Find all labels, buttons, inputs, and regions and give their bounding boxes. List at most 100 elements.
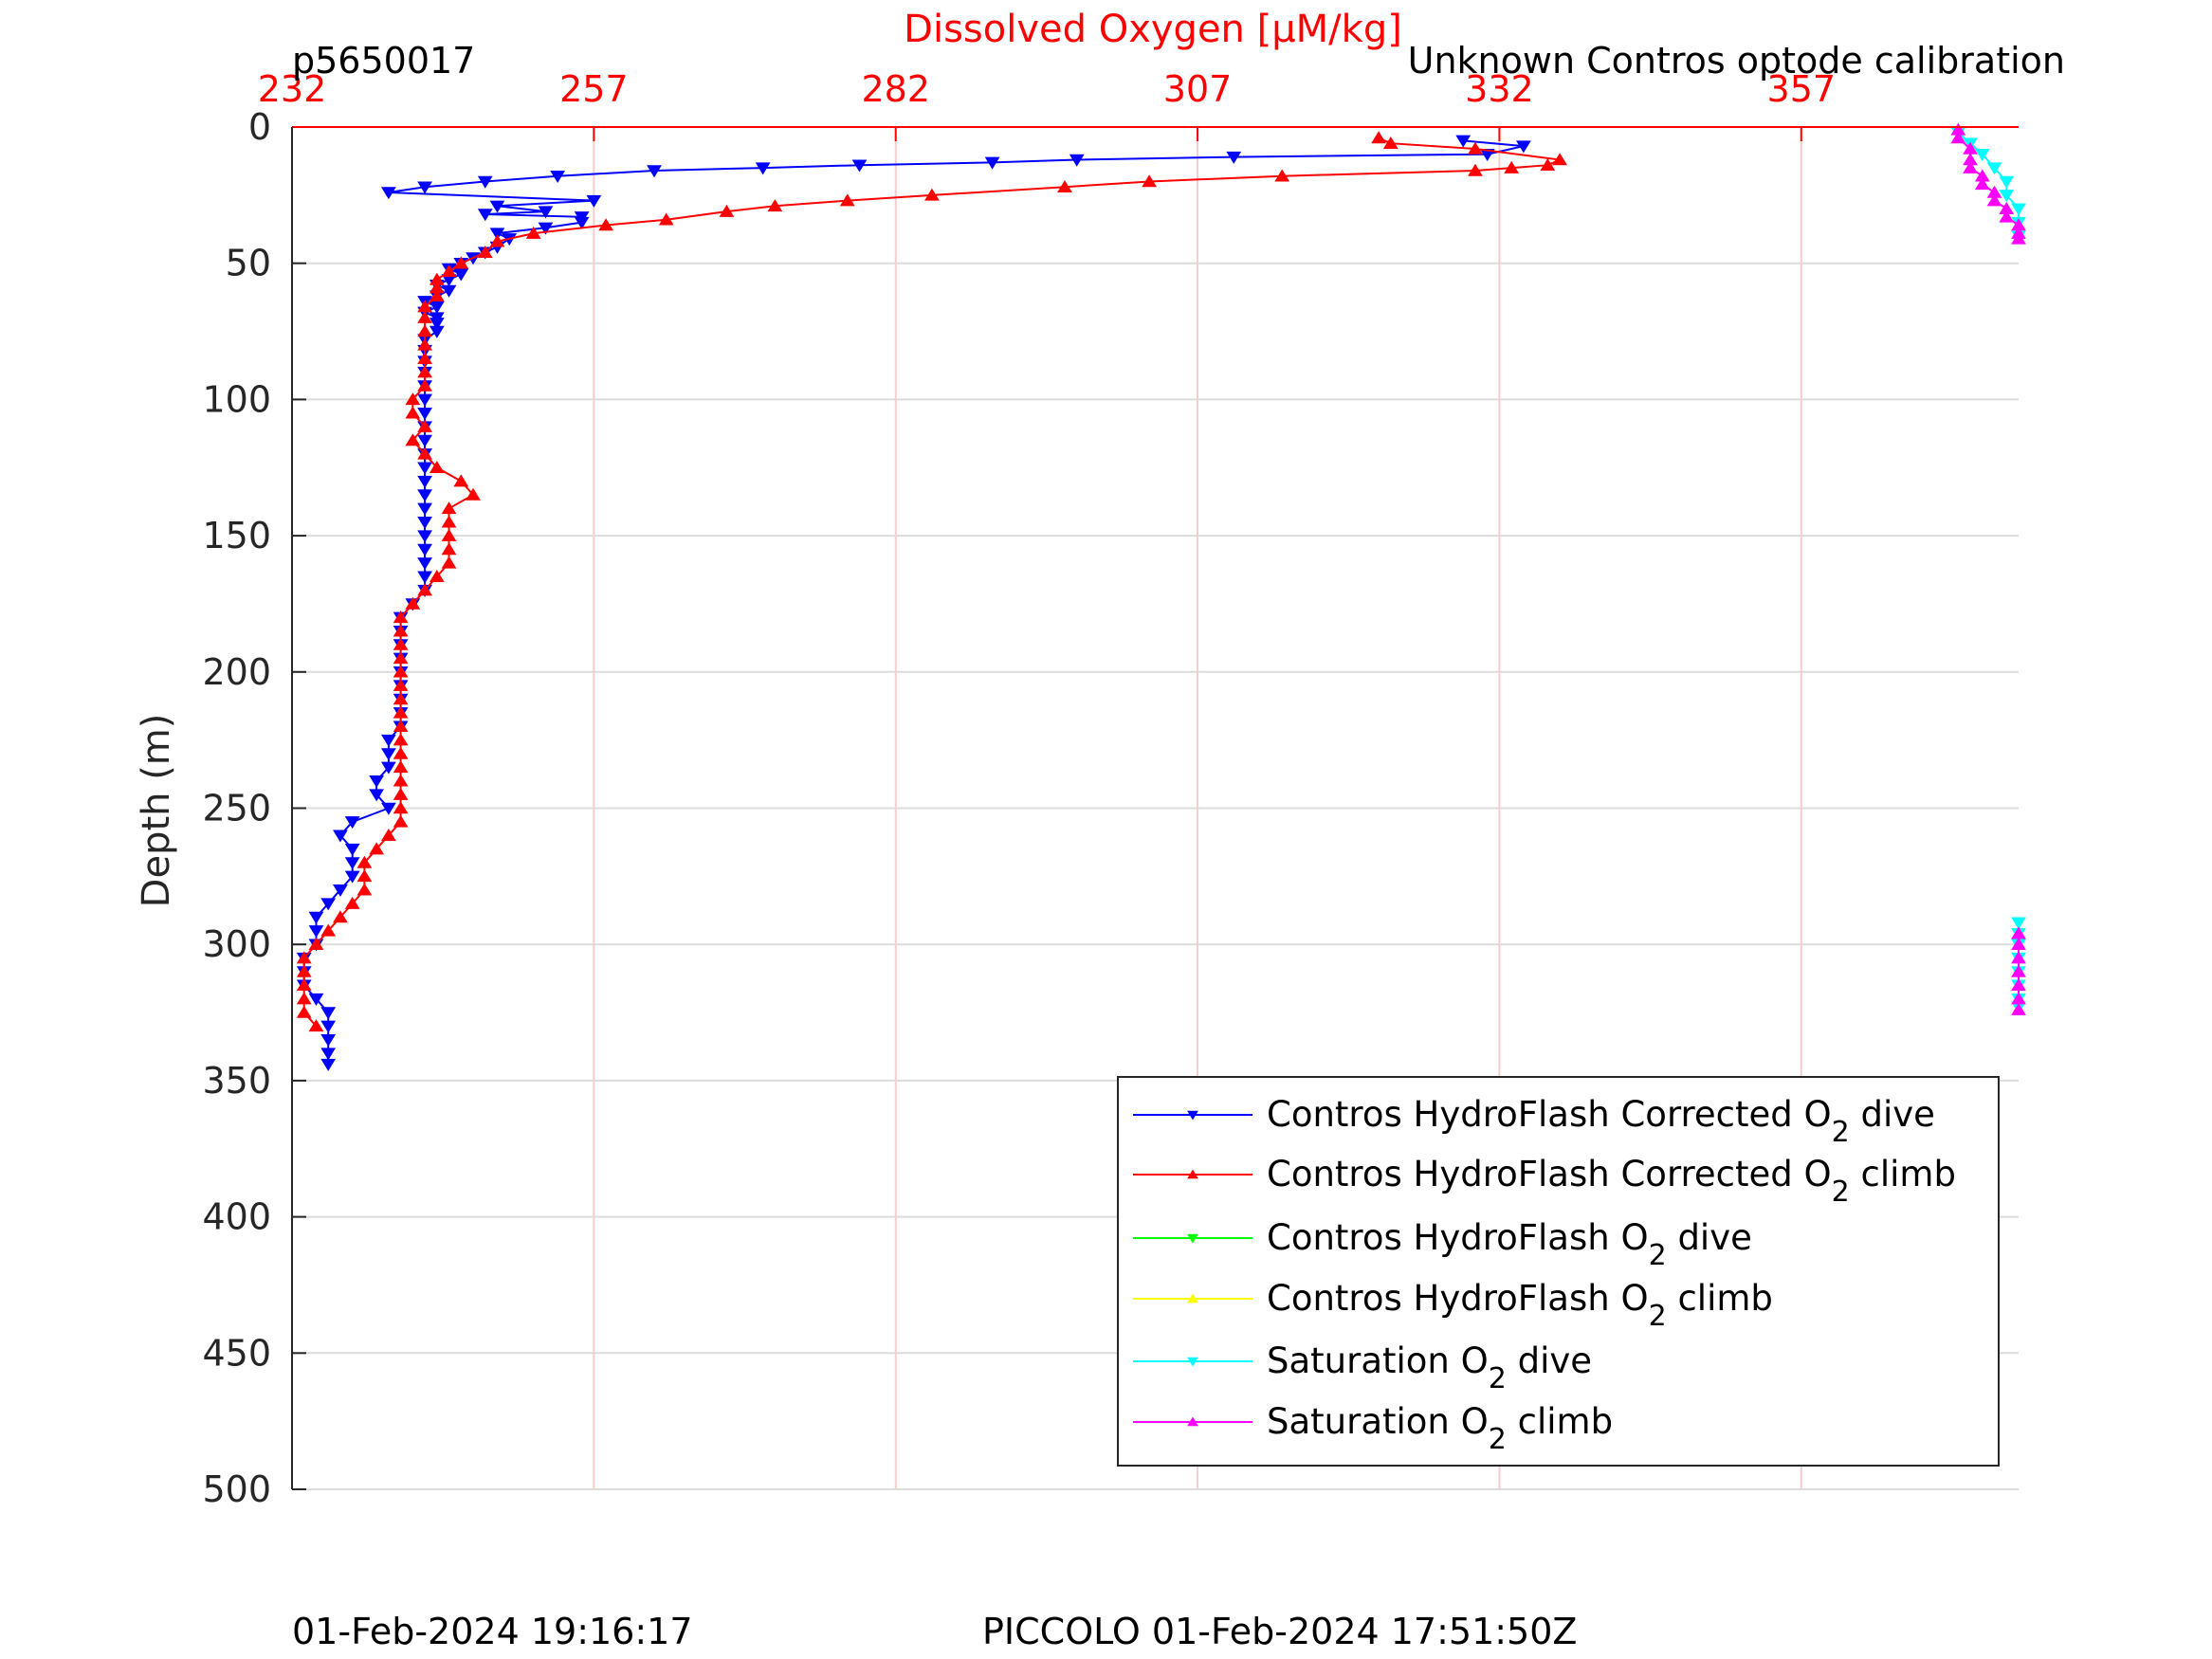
legend-label-suffix: climb	[1667, 1278, 1773, 1319]
legend-label: Contros HydroFlash O2 climb	[1267, 1278, 1773, 1333]
data-point-marker	[417, 352, 432, 365]
data-point-marker	[1974, 148, 1990, 162]
data-point-marker	[356, 869, 373, 883]
data-point-marker	[441, 264, 457, 278]
legend-label-text: Saturation O	[1267, 1401, 1489, 1442]
data-point-marker	[393, 637, 409, 650]
legend-label-suffix: climb	[1850, 1154, 1956, 1194]
data-point-marker	[2011, 917, 2026, 930]
data-point-marker	[296, 1005, 312, 1018]
data-point-marker	[296, 964, 312, 977]
data-point-marker	[380, 734, 396, 747]
data-point-marker	[393, 692, 409, 705]
data-point-marker	[466, 487, 481, 501]
y-tick-label: 300	[202, 923, 271, 965]
data-point-marker	[2011, 937, 2026, 950]
data-point-marker	[1226, 151, 1242, 164]
data-point-marker	[1382, 136, 1398, 149]
y-axis-title: Depth (m)	[135, 714, 178, 908]
data-point-marker	[839, 193, 855, 207]
axes-layer: 0 50 100 150 200 250 300 350 400 450 500 232 257 282 3…	[202, 68, 2019, 1510]
data-point-marker	[984, 156, 1000, 170]
data-point-marker	[1187, 1169, 1198, 1179]
legend-label-suffix: dive	[1850, 1094, 1935, 1135]
data-point-marker	[453, 256, 469, 269]
data-point-marker	[369, 775, 385, 789]
legend-label-subscript: 2	[1832, 1176, 1850, 1209]
x-tick-label: 257	[559, 68, 629, 110]
legend-item-sat_dive: Saturation O2 dive	[1133, 1340, 1592, 1395]
data-point-marker	[429, 325, 445, 338]
data-point-marker	[333, 884, 348, 897]
y-tick-label: 200	[202, 651, 271, 693]
legend-label: Contros HydroFlash Corrected O2 dive	[1267, 1094, 1935, 1149]
data-point-marker	[344, 857, 360, 870]
data-point-marker	[489, 200, 505, 213]
data-point-marker	[525, 226, 541, 239]
data-point-marker	[550, 170, 566, 183]
data-point-marker	[405, 406, 421, 419]
data-point-marker	[1986, 162, 2002, 175]
data-point-marker	[417, 447, 432, 460]
x-axis-title: Dissolved Oxygen [μM/kg]	[904, 8, 1402, 51]
data-point-marker	[417, 530, 432, 543]
legend-label-text: Contros HydroFlash O	[1267, 1278, 1649, 1319]
legend-label-subscript: 2	[1489, 1362, 1507, 1395]
data-point-marker	[1974, 177, 1990, 191]
series-sat_climb	[1950, 122, 2026, 1015]
series-line-climb	[302, 137, 1563, 1028]
data-point-marker	[429, 460, 445, 473]
data-point-marker	[320, 923, 337, 937]
y-tick-label: 150	[202, 515, 271, 556]
data-point-marker	[296, 992, 312, 1005]
data-point-marker	[1468, 163, 1483, 176]
data-point-marker	[453, 268, 469, 282]
data-point-marker	[417, 310, 432, 323]
data-point-marker	[320, 1048, 337, 1061]
data-point-marker	[658, 212, 674, 226]
data-point-marker	[380, 828, 396, 841]
data-point-marker	[417, 378, 432, 392]
data-point-marker	[296, 951, 312, 964]
data-point-marker	[393, 774, 409, 787]
data-point-marker	[417, 408, 432, 421]
data-point-marker	[2011, 1002, 2026, 1015]
y-tick-label: 500	[202, 1468, 271, 1510]
data-point-marker	[2011, 231, 2026, 245]
data-point-marker	[296, 978, 312, 992]
data-point-marker	[2011, 203, 2026, 216]
legend-label-subscript: 2	[1649, 1300, 1667, 1333]
legend-label-text: Saturation O	[1267, 1340, 1489, 1381]
data-point-marker	[393, 678, 409, 691]
legend-label-suffix: dive	[1667, 1217, 1752, 1258]
legend-label-suffix: dive	[1507, 1340, 1592, 1381]
data-point-marker	[356, 855, 373, 868]
data-point-marker	[719, 204, 735, 217]
series-climb	[296, 131, 1567, 1032]
data-point-marker	[1187, 1357, 1198, 1367]
data-point-marker	[356, 883, 373, 896]
data-point-marker	[1187, 1110, 1198, 1121]
data-point-marker	[417, 489, 432, 502]
data-point-marker	[2011, 951, 2026, 964]
data-point-marker	[489, 228, 505, 241]
data-point-marker	[924, 188, 940, 201]
data-point-marker	[380, 187, 396, 200]
data-point-marker	[1552, 153, 1567, 166]
data-point-marker	[405, 596, 421, 610]
data-point-marker	[1999, 210, 2015, 223]
data-point-marker	[2011, 964, 2026, 977]
data-point-marker	[417, 419, 432, 432]
legend-item-dive: Contros HydroFlash Corrected O2 dive	[1133, 1094, 1935, 1149]
data-point-marker	[417, 462, 432, 475]
data-point-marker	[586, 194, 602, 208]
data-point-marker	[393, 651, 409, 665]
series-dive	[296, 135, 1531, 1071]
data-point-marker	[405, 433, 421, 447]
data-point-marker	[393, 760, 409, 774]
data-point-marker	[1963, 160, 1978, 173]
data-point-marker	[393, 665, 409, 678]
data-point-marker	[369, 789, 385, 802]
data-point-marker	[441, 542, 457, 556]
legend-label-suffix: climb	[1507, 1401, 1613, 1442]
